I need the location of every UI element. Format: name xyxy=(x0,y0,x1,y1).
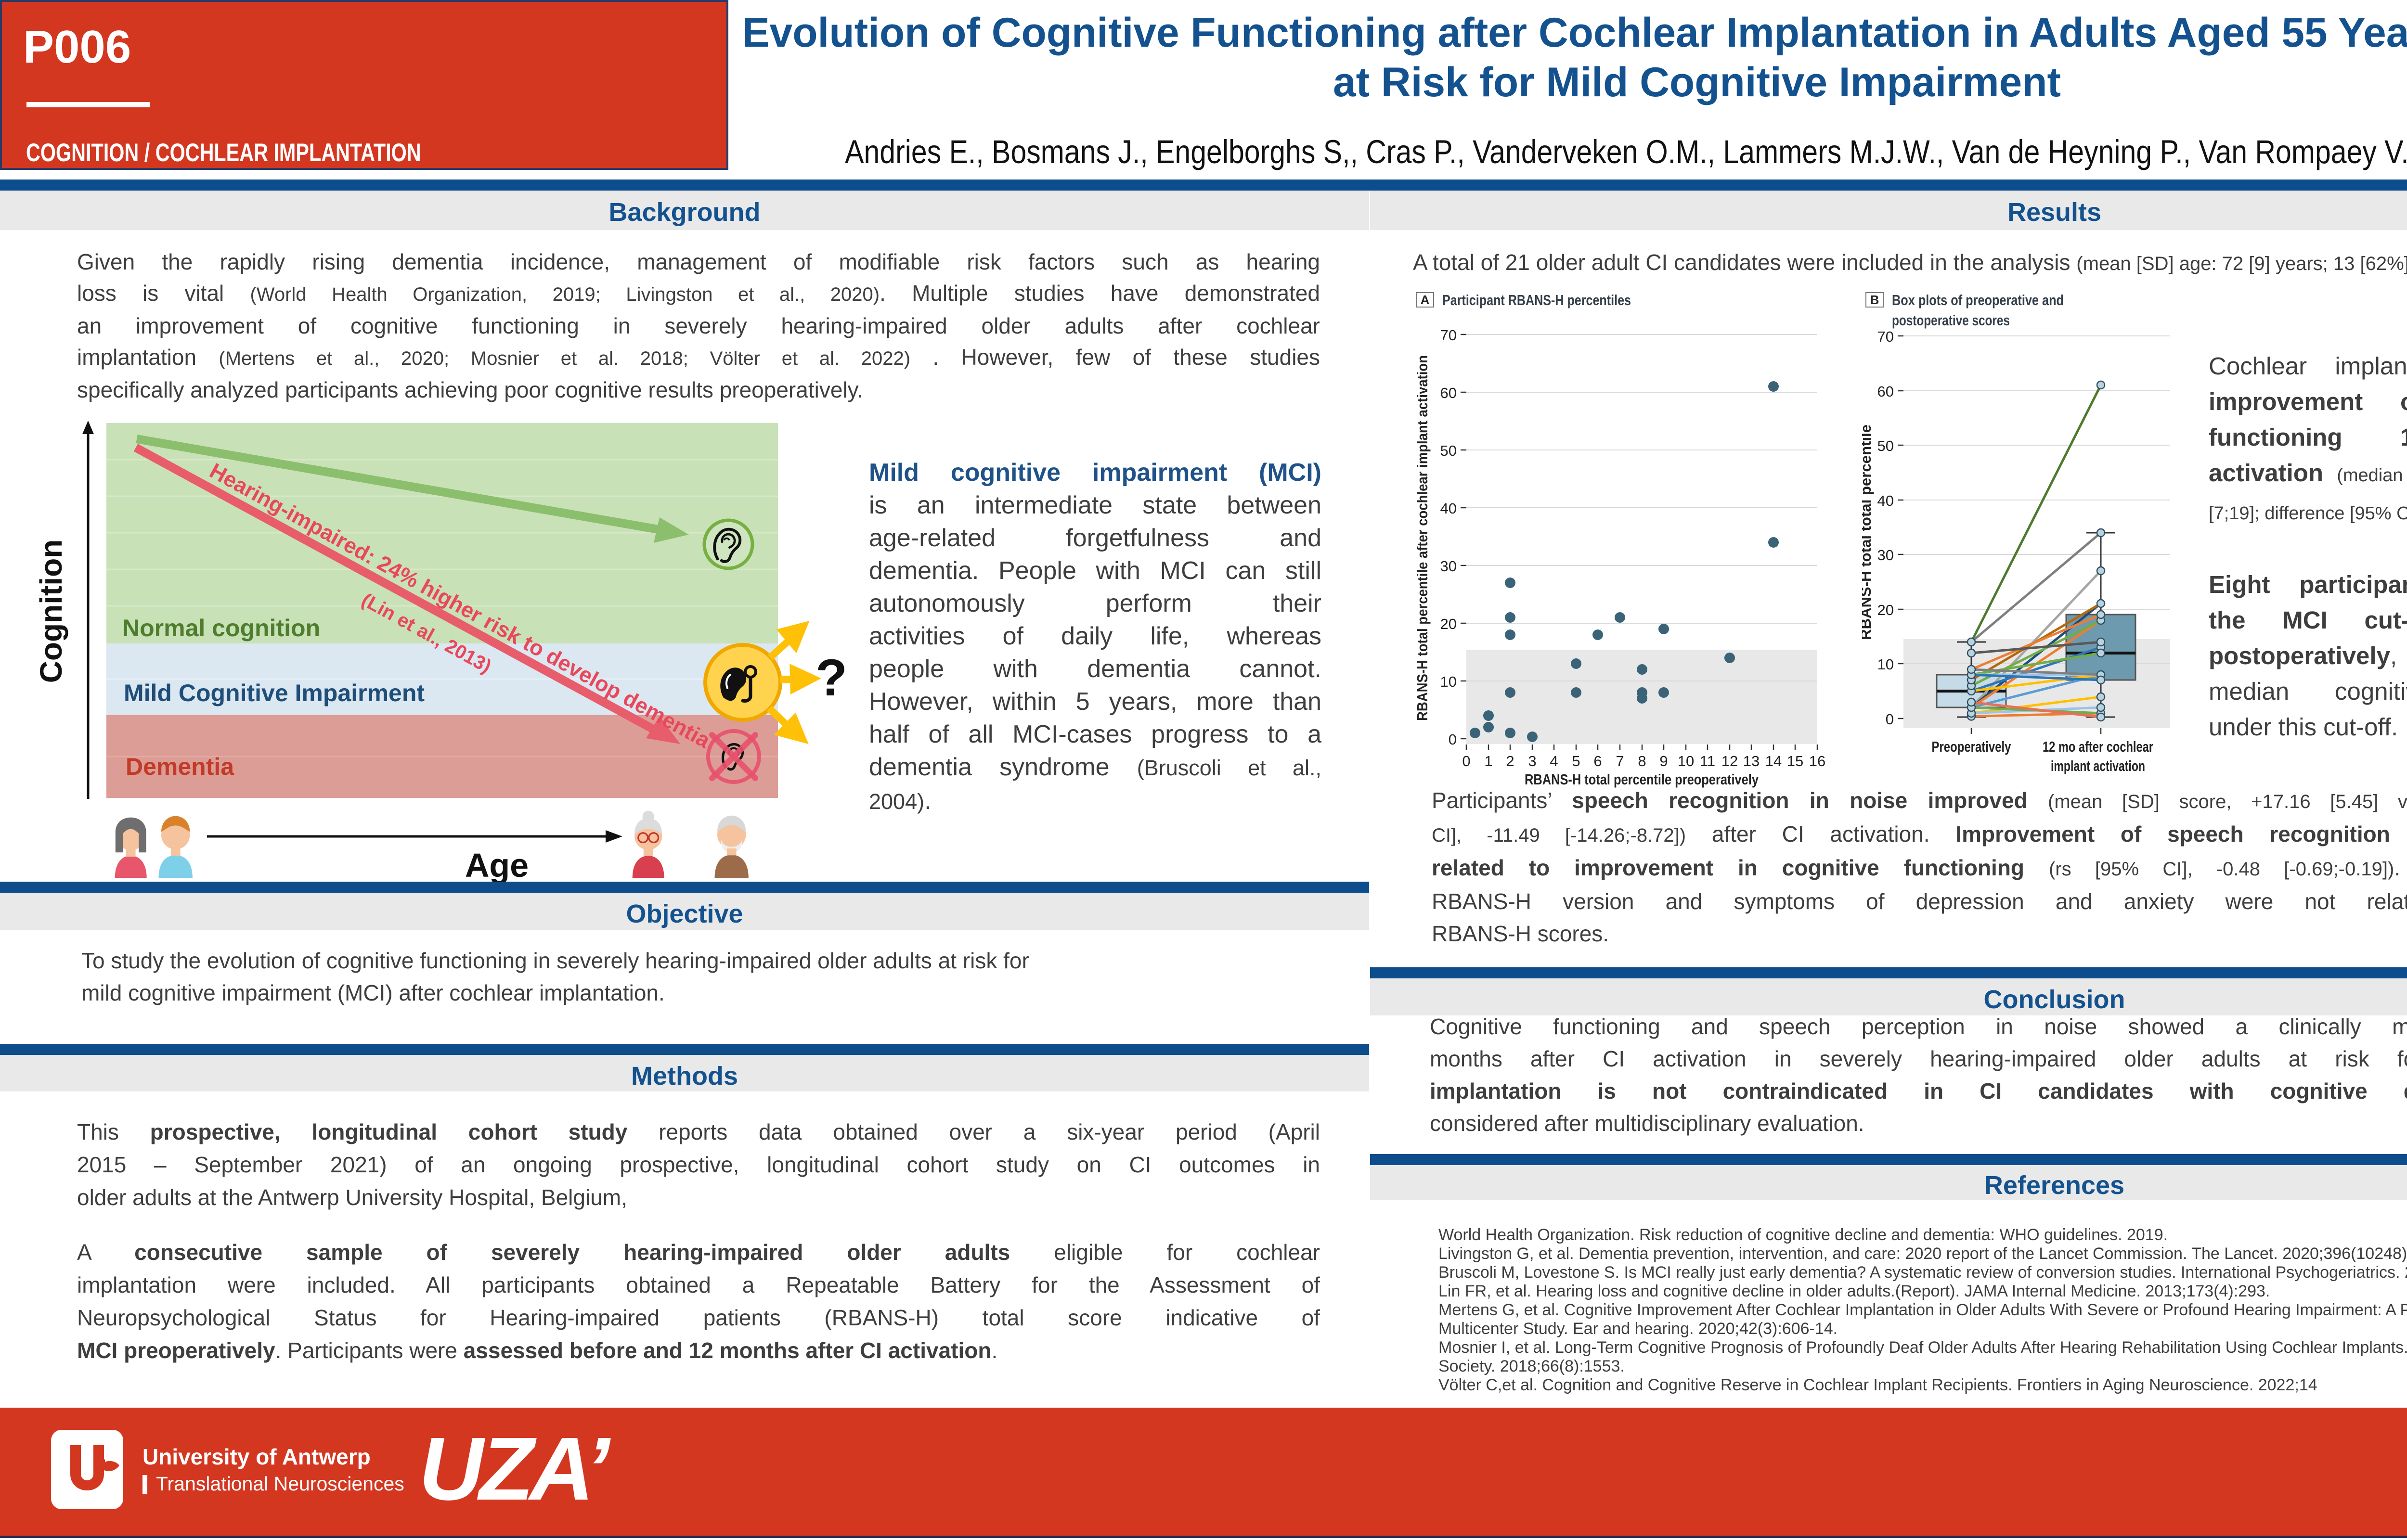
svg-text:6: 6 xyxy=(1593,753,1602,770)
svg-text:postoperative scores: postoperative scores xyxy=(1892,312,2010,329)
svg-text:9: 9 xyxy=(1659,753,1668,770)
svg-text:8: 8 xyxy=(1638,753,1646,770)
svg-text:20: 20 xyxy=(1440,616,1457,632)
svg-text:3: 3 xyxy=(1528,753,1536,770)
svg-text:60: 60 xyxy=(1877,383,1894,400)
svg-text:60: 60 xyxy=(1440,385,1457,401)
svg-text:50: 50 xyxy=(1877,437,1894,454)
svg-text:1: 1 xyxy=(1484,753,1492,770)
svg-text:A: A xyxy=(1421,293,1430,307)
svg-text:12 mo after cochlear: 12 mo after cochlear xyxy=(2043,738,2153,755)
svg-text:13: 13 xyxy=(1743,753,1760,770)
svg-text:B: B xyxy=(1870,293,1879,307)
svg-text:7: 7 xyxy=(1616,753,1624,770)
svg-text:Preoperatively: Preoperatively xyxy=(1932,738,2012,755)
svg-text:70: 70 xyxy=(1440,327,1457,344)
svg-text:16: 16 xyxy=(1809,753,1825,770)
svg-text:RBANS-H total percentile after: RBANS-H total percentile after cochlear … xyxy=(1414,355,1431,721)
svg-text:Participant RBANS-H percentile: Participant RBANS-H percentiles xyxy=(1442,292,1631,308)
svg-text:10: 10 xyxy=(1440,673,1457,690)
svg-text:12: 12 xyxy=(1721,753,1738,770)
svg-text:RBANS-H total percentile preop: RBANS-H total percentile preoperatively xyxy=(1525,771,1759,788)
svg-text:20: 20 xyxy=(1877,602,1894,618)
svg-text:4: 4 xyxy=(1550,753,1558,770)
svg-text:70: 70 xyxy=(1877,328,1894,345)
svg-text:implant activation: implant activation xyxy=(2051,757,2145,774)
svg-text:Age: Age xyxy=(465,847,529,884)
svg-text:40: 40 xyxy=(1440,500,1457,517)
svg-text:RBANS-H total total percentile: RBANS-H total total percentile xyxy=(1862,424,1874,640)
svg-text:Box plots of preoperative and: Box plots of preoperative and xyxy=(1892,292,2064,308)
svg-text:?: ? xyxy=(815,648,847,706)
svg-text:5: 5 xyxy=(1572,753,1580,770)
svg-text:0: 0 xyxy=(1449,731,1457,748)
svg-text:2: 2 xyxy=(1506,753,1514,770)
svg-text:14: 14 xyxy=(1765,753,1782,770)
svg-text:Normal cognition: Normal cognition xyxy=(122,615,320,642)
svg-text:30: 30 xyxy=(1440,558,1457,575)
svg-text:40: 40 xyxy=(1877,492,1894,509)
svg-text:10: 10 xyxy=(1678,753,1694,770)
svg-text:30: 30 xyxy=(1877,547,1894,564)
svg-text:11: 11 xyxy=(1700,753,1715,770)
svg-text:Dementia: Dementia xyxy=(126,753,234,780)
svg-text:15: 15 xyxy=(1787,753,1803,770)
svg-text:Mild Cognitive Impairment: Mild Cognitive Impairment xyxy=(124,680,425,706)
svg-text:0: 0 xyxy=(1462,753,1470,770)
svg-text:Cognition: Cognition xyxy=(34,539,68,683)
svg-text:0: 0 xyxy=(1886,711,1894,728)
svg-text:10: 10 xyxy=(1877,656,1894,673)
svg-text:50: 50 xyxy=(1440,442,1457,459)
